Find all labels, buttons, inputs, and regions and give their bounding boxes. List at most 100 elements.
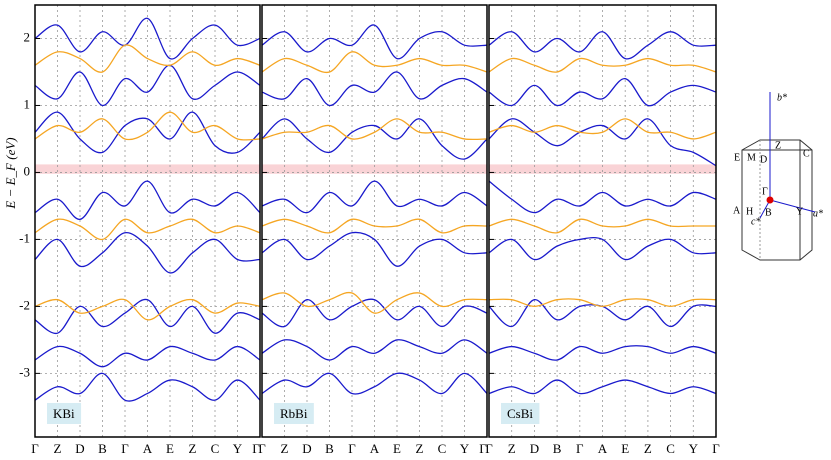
x-tick-label: Γ: [576, 441, 584, 456]
panel-title-box: [501, 402, 540, 424]
x-tick-label: D: [302, 441, 311, 456]
band: [35, 372, 260, 402]
band: [489, 345, 716, 361]
band: [35, 17, 260, 60]
x-tick-label: Z: [189, 441, 197, 456]
band: [262, 180, 487, 214]
x-tick-label: A: [143, 441, 153, 456]
bz-label: E: [734, 152, 740, 163]
band: [35, 345, 260, 368]
bz-label: c*: [751, 216, 760, 227]
x-tick-label: D: [75, 441, 84, 456]
bz-label: a*: [813, 208, 823, 219]
band: [262, 291, 487, 314]
x-tick-label: Γ: [479, 441, 487, 456]
gamma-point: [766, 196, 774, 204]
y-tick-label: -2: [19, 297, 30, 312]
band: [35, 298, 260, 321]
band: [489, 118, 716, 140]
x-tick-label: C: [666, 441, 675, 456]
band: [35, 44, 260, 73]
band: [489, 78, 716, 107]
x-tick-label: B: [98, 441, 107, 456]
bz-label: C: [803, 148, 810, 159]
x-tick-label: Z: [508, 441, 516, 456]
x-tick-label: B: [553, 441, 562, 456]
x-tick-label: E: [166, 441, 174, 456]
bz-label: Γ: [762, 186, 768, 197]
band: [35, 180, 260, 220]
x-tick-label: A: [370, 441, 380, 456]
panel: [489, 5, 716, 437]
bz-label: A: [733, 205, 741, 216]
shaded-range: [489, 164, 716, 174]
y-tick-label: -3: [19, 364, 30, 379]
band: [489, 57, 716, 73]
band: [262, 24, 487, 60]
x-tick-label: Γ: [712, 441, 720, 456]
bz-label: B: [765, 207, 772, 218]
x-tick-label: Γ: [31, 441, 39, 456]
panel-frame: [261, 4, 488, 438]
panel-frame: [488, 4, 717, 438]
band: [489, 180, 716, 214]
panel-title-box: [274, 402, 314, 424]
band: [489, 31, 716, 60]
x-tick-label: A: [598, 441, 608, 456]
x-tick-label: Y: [460, 441, 470, 456]
band: [262, 71, 487, 107]
x-tick-label: C: [211, 441, 220, 456]
brillouin-zone: b* Z C E M D Γ A H B Y a* c*: [733, 92, 823, 261]
band: [262, 118, 487, 160]
band: [262, 231, 487, 267]
band: [35, 218, 260, 241]
a-axis: [769, 199, 816, 213]
band: [489, 379, 716, 395]
band: [35, 298, 260, 334]
x-tick-label: C: [438, 441, 447, 456]
band: [489, 237, 716, 261]
x-tick-label: Y: [233, 441, 243, 456]
band: [35, 232, 260, 274]
band: [262, 118, 487, 141]
x-tick-label: Γ: [252, 441, 260, 456]
y-tick-label: 1: [24, 96, 31, 111]
band: [262, 218, 487, 234]
y-tick-label: 2: [24, 29, 31, 44]
bz-label: b*: [777, 92, 787, 103]
band: [489, 218, 716, 234]
x-tick-label: Z: [416, 441, 424, 456]
panel-title: RbBi: [280, 406, 308, 421]
x-tick-label: Γ: [348, 441, 356, 456]
x-tick-label: Z: [644, 441, 652, 456]
panel-title: CsBi: [507, 406, 533, 421]
panel: [35, 5, 260, 437]
x-tick-label: Z: [54, 441, 62, 456]
y-tick-label: 0: [24, 163, 31, 178]
band: [262, 339, 487, 361]
x-tick-label: Γ: [258, 441, 266, 456]
band: [262, 372, 487, 395]
x-tick-label: Y: [689, 441, 699, 456]
x-tick-label: Γ: [121, 441, 129, 456]
band: [489, 298, 716, 308]
x-tick-label: E: [621, 441, 629, 456]
bz-label: Z: [775, 140, 781, 151]
x-tick-label: B: [325, 441, 334, 456]
y-axis-label: E − E_F (eV): [3, 137, 18, 209]
panel-title: KBi: [53, 406, 75, 421]
x-tick-label: E: [393, 441, 401, 456]
band: [489, 118, 716, 167]
x-tick-label: D: [530, 441, 539, 456]
band: [35, 64, 260, 107]
shaded-range: [262, 164, 487, 174]
y-tick-label: -1: [19, 230, 30, 245]
bz-label: Y: [796, 206, 803, 217]
x-tick-label: Z: [281, 441, 289, 456]
band: [35, 111, 260, 141]
bz-label: H: [746, 206, 753, 217]
bz-outline: [741, 139, 813, 261]
panel-title-box: [47, 402, 82, 424]
bz-label: D: [760, 154, 767, 165]
